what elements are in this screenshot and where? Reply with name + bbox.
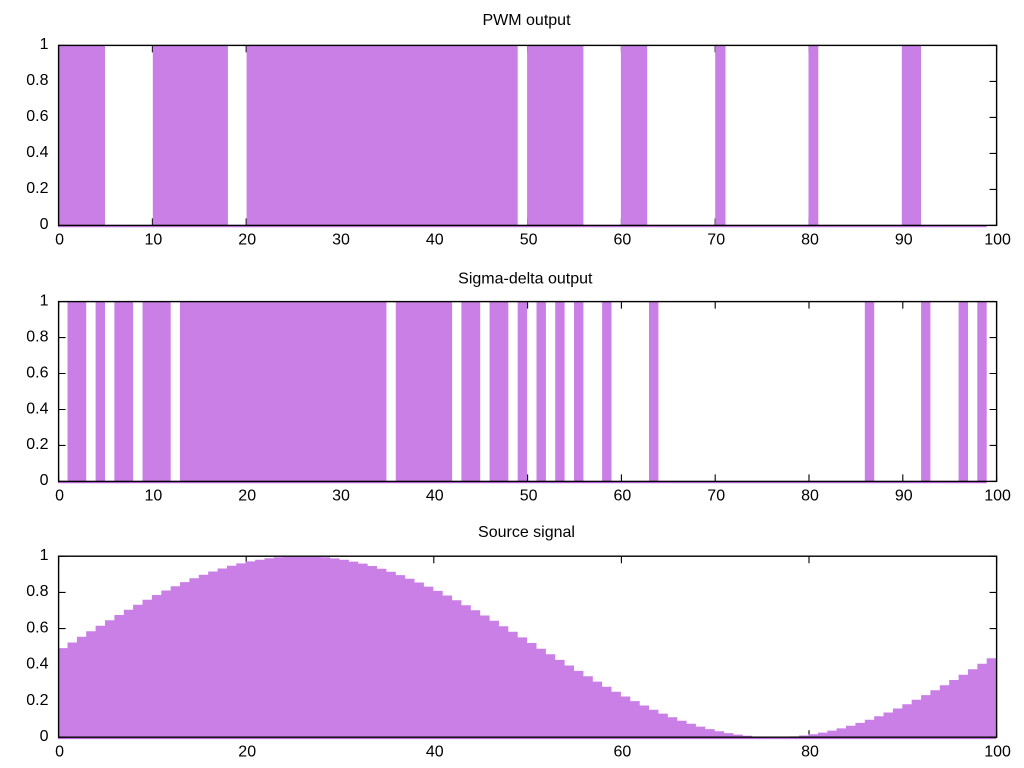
svg-text:0: 0	[55, 232, 64, 249]
svg-text:90: 90	[895, 488, 913, 505]
svg-text:1: 1	[40, 292, 49, 309]
svg-text:10: 10	[145, 488, 163, 505]
svg-text:1: 1	[40, 36, 49, 53]
svg-text:0.4: 0.4	[26, 656, 48, 673]
svg-text:30: 30	[332, 232, 350, 249]
svg-text:0.8: 0.8	[26, 328, 48, 345]
svg-text:80: 80	[801, 232, 819, 249]
svg-text:Sigma-delta output: Sigma-delta output	[458, 270, 593, 287]
svg-text:40: 40	[426, 488, 444, 505]
svg-text:0: 0	[40, 728, 49, 745]
svg-text:80: 80	[801, 488, 819, 505]
svg-text:0.2: 0.2	[26, 436, 48, 453]
svg-text:0: 0	[40, 216, 49, 233]
svg-text:20: 20	[238, 488, 256, 505]
svg-text:80: 80	[801, 743, 819, 760]
svg-text:0: 0	[55, 488, 64, 505]
svg-text:0.8: 0.8	[26, 72, 48, 89]
svg-text:0.6: 0.6	[26, 364, 48, 381]
svg-text:40: 40	[426, 743, 444, 760]
svg-text:30: 30	[332, 488, 350, 505]
svg-text:50: 50	[520, 488, 538, 505]
svg-text:PWM output: PWM output	[482, 12, 571, 29]
svg-text:70: 70	[707, 232, 725, 249]
svg-text:0: 0	[40, 472, 49, 489]
svg-text:60: 60	[614, 743, 632, 760]
svg-text:60: 60	[614, 232, 632, 249]
svg-text:Source signal: Source signal	[478, 524, 575, 541]
svg-text:0.6: 0.6	[26, 619, 48, 636]
svg-text:0: 0	[55, 743, 64, 760]
svg-text:100: 100	[984, 232, 1011, 249]
svg-text:0.8: 0.8	[26, 583, 48, 600]
svg-text:90: 90	[895, 232, 913, 249]
svg-text:40: 40	[426, 232, 444, 249]
svg-text:50: 50	[520, 232, 538, 249]
svg-text:0.2: 0.2	[26, 180, 48, 197]
svg-text:0.2: 0.2	[26, 692, 48, 709]
svg-text:0.4: 0.4	[26, 144, 48, 161]
svg-text:100: 100	[984, 488, 1011, 505]
svg-text:60: 60	[614, 488, 632, 505]
svg-text:20: 20	[238, 232, 256, 249]
svg-text:70: 70	[707, 488, 725, 505]
svg-text:0.4: 0.4	[26, 400, 48, 417]
svg-text:0.6: 0.6	[26, 108, 48, 125]
svg-text:10: 10	[145, 232, 163, 249]
svg-text:20: 20	[238, 743, 256, 760]
svg-text:1: 1	[40, 547, 49, 564]
svg-text:100: 100	[984, 743, 1011, 760]
